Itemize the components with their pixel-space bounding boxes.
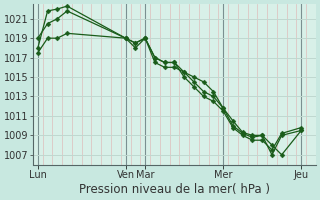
X-axis label: Pression niveau de la mer( hPa ): Pression niveau de la mer( hPa ) [79, 183, 270, 196]
